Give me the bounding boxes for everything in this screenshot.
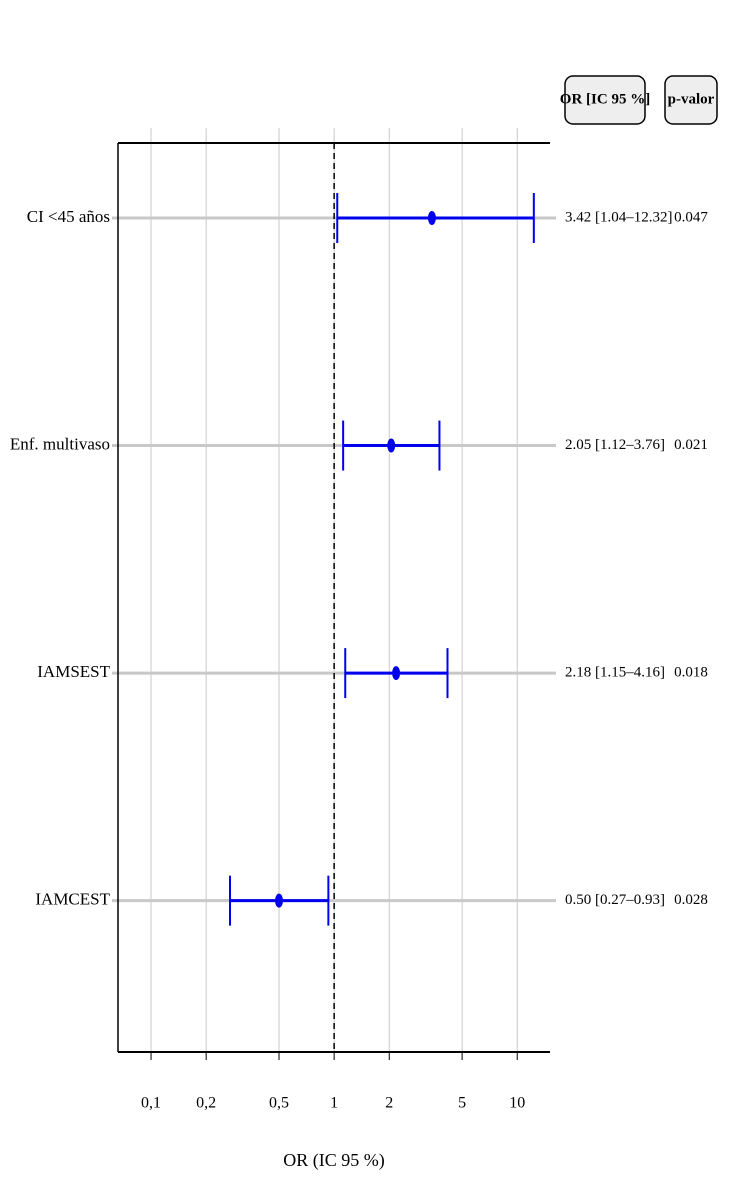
value-label: 0.50 [0.27–0.93]: [565, 892, 665, 908]
point: [392, 666, 401, 681]
y-tick-label: IAMCEST: [35, 890, 110, 909]
x-axis-label: OR (IC 95 %): [283, 1150, 385, 1171]
point: [387, 438, 396, 453]
p-value: 0.047: [674, 209, 708, 225]
p-value: 0.018: [674, 665, 708, 681]
p-value: 0.028: [674, 892, 708, 908]
p-value: 0.021: [674, 437, 708, 453]
value-label: 2.18 [1.15–4.16]: [565, 665, 665, 681]
value-label: 3.42 [1.04–12.32]: [565, 209, 673, 225]
y-tick-label: Enf. multivaso: [10, 434, 110, 453]
y-tick-label: CI <45 años: [27, 207, 110, 226]
header-box: [664, 75, 718, 125]
x-tick-label: 0,1: [141, 1095, 161, 1112]
column-header: p-valor: [668, 91, 715, 107]
x-tick-label: 0,5: [269, 1095, 289, 1112]
x-tick-label: 1: [330, 1095, 338, 1112]
point: [275, 893, 284, 908]
header-box: [564, 75, 646, 125]
x-tick-label: 0,2: [196, 1095, 216, 1112]
point: [427, 211, 436, 225]
value-label: 2.05 [1.12–3.76]: [565, 437, 665, 453]
y-tick-label: IAMSEST: [37, 662, 110, 681]
x-tick-label: 5: [458, 1095, 466, 1112]
column-header: OR [IC 95 %]: [560, 91, 650, 107]
x-tick-label: 2: [385, 1095, 393, 1112]
x-tick-label: 10: [509, 1095, 525, 1112]
